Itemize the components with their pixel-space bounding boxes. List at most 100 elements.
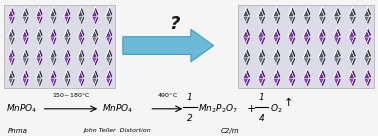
Polygon shape bbox=[11, 78, 15, 87]
Polygon shape bbox=[261, 48, 265, 58]
Text: $O_2$: $O_2$ bbox=[270, 103, 283, 115]
Polygon shape bbox=[108, 57, 113, 66]
Polygon shape bbox=[352, 48, 356, 58]
Polygon shape bbox=[352, 7, 356, 16]
Polygon shape bbox=[53, 15, 57, 25]
Polygon shape bbox=[276, 7, 280, 16]
Polygon shape bbox=[363, 9, 370, 16]
Text: $Mn_2P_2O_7$: $Mn_2P_2O_7$ bbox=[198, 103, 239, 115]
Text: 1: 1 bbox=[259, 93, 265, 102]
Polygon shape bbox=[318, 78, 325, 85]
Polygon shape bbox=[333, 48, 338, 58]
Polygon shape bbox=[39, 78, 43, 87]
Polygon shape bbox=[108, 7, 113, 16]
Polygon shape bbox=[94, 78, 99, 87]
Polygon shape bbox=[306, 57, 311, 66]
Polygon shape bbox=[246, 57, 250, 66]
Polygon shape bbox=[363, 30, 370, 37]
Polygon shape bbox=[291, 78, 296, 87]
Polygon shape bbox=[246, 36, 250, 46]
Polygon shape bbox=[257, 78, 264, 85]
Polygon shape bbox=[64, 36, 70, 43]
Text: 490$\degree$C: 490$\degree$C bbox=[157, 91, 178, 99]
Polygon shape bbox=[22, 57, 28, 64]
Polygon shape bbox=[261, 78, 265, 87]
Polygon shape bbox=[306, 69, 311, 79]
Polygon shape bbox=[303, 36, 310, 43]
Polygon shape bbox=[352, 69, 356, 79]
Polygon shape bbox=[336, 78, 341, 87]
Text: $MnPO_4$: $MnPO_4$ bbox=[102, 103, 134, 115]
Polygon shape bbox=[257, 50, 264, 58]
Polygon shape bbox=[257, 69, 262, 79]
Polygon shape bbox=[318, 30, 325, 37]
Polygon shape bbox=[321, 57, 326, 66]
Text: John Teller  Distortion: John Teller Distortion bbox=[83, 128, 151, 133]
Polygon shape bbox=[36, 50, 42, 58]
Polygon shape bbox=[53, 57, 57, 66]
Polygon shape bbox=[67, 36, 71, 46]
Polygon shape bbox=[257, 15, 264, 23]
Polygon shape bbox=[64, 48, 68, 58]
Polygon shape bbox=[11, 57, 15, 66]
Polygon shape bbox=[105, 57, 112, 64]
Polygon shape bbox=[77, 7, 82, 16]
Polygon shape bbox=[336, 7, 341, 16]
Polygon shape bbox=[25, 69, 29, 79]
Polygon shape bbox=[39, 7, 43, 16]
Polygon shape bbox=[367, 69, 371, 79]
Polygon shape bbox=[273, 78, 279, 85]
Polygon shape bbox=[39, 57, 43, 66]
Polygon shape bbox=[321, 48, 326, 58]
Polygon shape bbox=[291, 69, 296, 79]
Polygon shape bbox=[276, 57, 280, 66]
Polygon shape bbox=[50, 9, 56, 16]
Polygon shape bbox=[108, 27, 113, 37]
Polygon shape bbox=[348, 15, 355, 23]
Polygon shape bbox=[91, 9, 98, 16]
Polygon shape bbox=[318, 7, 323, 16]
Polygon shape bbox=[318, 27, 323, 37]
Polygon shape bbox=[242, 36, 249, 43]
Polygon shape bbox=[288, 36, 294, 43]
Polygon shape bbox=[77, 50, 84, 58]
Polygon shape bbox=[367, 7, 371, 16]
Polygon shape bbox=[348, 27, 353, 37]
Polygon shape bbox=[242, 30, 249, 37]
Polygon shape bbox=[22, 48, 26, 58]
Polygon shape bbox=[367, 57, 371, 66]
Polygon shape bbox=[11, 7, 15, 16]
Polygon shape bbox=[22, 30, 28, 37]
Polygon shape bbox=[242, 57, 249, 64]
Polygon shape bbox=[22, 9, 28, 16]
Polygon shape bbox=[333, 15, 340, 23]
Text: 2: 2 bbox=[187, 114, 193, 123]
Polygon shape bbox=[81, 69, 85, 79]
Polygon shape bbox=[288, 78, 294, 85]
Polygon shape bbox=[261, 36, 265, 46]
Polygon shape bbox=[94, 48, 99, 58]
Polygon shape bbox=[36, 69, 40, 79]
Polygon shape bbox=[36, 15, 42, 23]
Polygon shape bbox=[105, 69, 110, 79]
Polygon shape bbox=[363, 27, 368, 37]
Polygon shape bbox=[25, 7, 29, 16]
Polygon shape bbox=[273, 57, 279, 64]
Polygon shape bbox=[291, 27, 296, 37]
Polygon shape bbox=[25, 48, 29, 58]
Polygon shape bbox=[64, 9, 70, 16]
Polygon shape bbox=[291, 36, 296, 46]
Polygon shape bbox=[22, 50, 28, 58]
Polygon shape bbox=[67, 15, 71, 25]
Polygon shape bbox=[276, 36, 280, 46]
Polygon shape bbox=[257, 57, 264, 64]
Polygon shape bbox=[288, 50, 294, 58]
Polygon shape bbox=[91, 50, 98, 58]
Polygon shape bbox=[8, 15, 14, 23]
Polygon shape bbox=[333, 27, 338, 37]
Polygon shape bbox=[108, 48, 113, 58]
Polygon shape bbox=[333, 30, 340, 37]
Polygon shape bbox=[276, 69, 280, 79]
Polygon shape bbox=[276, 48, 280, 58]
Polygon shape bbox=[39, 15, 43, 25]
